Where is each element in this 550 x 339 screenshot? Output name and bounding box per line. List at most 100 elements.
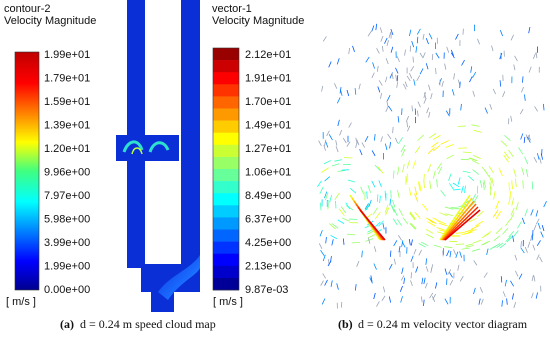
- jet-vector: [443, 206, 479, 241]
- color-band: [213, 181, 239, 194]
- vector: [514, 178, 517, 188]
- vector: [419, 68, 424, 75]
- vector: [455, 232, 465, 234]
- level-label: 1.39e+01: [44, 119, 90, 131]
- vector: [425, 258, 428, 265]
- vector: [384, 143, 388, 151]
- vector: [417, 110, 419, 117]
- vector: [324, 139, 327, 146]
- vector: [368, 199, 372, 207]
- vector: [386, 40, 389, 47]
- vector: [473, 239, 482, 244]
- vector: [521, 86, 524, 93]
- vector: [427, 164, 432, 173]
- vector: [527, 135, 532, 141]
- vector: [511, 197, 515, 206]
- color-band: [213, 120, 239, 133]
- vector: [451, 89, 455, 96]
- vector: [336, 97, 341, 104]
- vector: [325, 141, 329, 148]
- vector: [459, 251, 463, 258]
- vector: [530, 235, 533, 242]
- vector: [471, 160, 480, 165]
- vector: [448, 173, 452, 181]
- level-label: 1.20e+01: [44, 143, 90, 155]
- vector: [505, 235, 512, 242]
- vector: [417, 134, 424, 141]
- vector: [423, 97, 427, 104]
- vector: [535, 52, 538, 59]
- vector: [342, 238, 345, 245]
- vector: [348, 122, 352, 128]
- level-label: 0.00e+00: [44, 284, 90, 296]
- vector: [540, 153, 544, 160]
- vector: [539, 256, 543, 263]
- vector: [373, 263, 377, 270]
- vector: [339, 86, 342, 94]
- vector: [378, 220, 384, 227]
- level-label: 1.70e+01: [245, 96, 291, 108]
- vector: [422, 52, 426, 59]
- vector: [388, 296, 392, 303]
- vector: [367, 31, 372, 37]
- vector: [418, 181, 421, 191]
- vector: [511, 293, 514, 300]
- vector: [455, 243, 465, 245]
- vector: [396, 75, 399, 82]
- vector: [513, 302, 517, 309]
- vector: [371, 150, 376, 157]
- vector: [321, 298, 326, 305]
- vector: [319, 202, 322, 211]
- vector: [373, 292, 376, 300]
- vector: [542, 103, 545, 111]
- vector: [495, 227, 503, 234]
- vector: [390, 204, 395, 213]
- vector: [334, 83, 338, 89]
- vector: [440, 190, 446, 197]
- level-label: 9.96e+00: [44, 166, 90, 178]
- vector: [473, 260, 478, 266]
- vector: [367, 234, 376, 239]
- jet-vector: [359, 209, 386, 241]
- vector: [510, 34, 515, 41]
- vector: [342, 217, 350, 222]
- vector: [418, 243, 426, 248]
- vector: [406, 75, 411, 82]
- vector: [390, 46, 394, 53]
- vector: [461, 59, 465, 66]
- vector: [395, 74, 398, 81]
- color-band: [213, 193, 239, 206]
- unit: [ m/s ]: [213, 296, 243, 308]
- vector: [364, 203, 369, 210]
- vector: [504, 135, 511, 142]
- caption-label: (b): [338, 317, 353, 331]
- vector: [324, 279, 328, 286]
- vector: [499, 243, 507, 249]
- vector: [318, 243, 323, 250]
- vector: [461, 185, 464, 194]
- caption: d = 0.24 m speed cloud map: [80, 317, 216, 331]
- vector: [414, 145, 421, 154]
- vector: [427, 221, 436, 227]
- vector: [499, 29, 504, 37]
- vector: [327, 260, 332, 267]
- vector: [429, 180, 432, 189]
- vector: [449, 279, 454, 286]
- vector: [389, 198, 392, 206]
- vector: [532, 53, 536, 60]
- vector: [532, 244, 536, 251]
- vector: [352, 45, 355, 52]
- vector: [397, 234, 402, 241]
- vector: [432, 134, 441, 140]
- vector: [518, 147, 524, 155]
- vector: [411, 105, 413, 112]
- vector: [389, 250, 392, 257]
- vector: [428, 218, 437, 225]
- vector: [428, 133, 437, 139]
- vector: [453, 73, 455, 80]
- color-band: [213, 72, 239, 85]
- vector: [425, 63, 429, 70]
- vector: [530, 209, 534, 216]
- vector: [416, 36, 419, 44]
